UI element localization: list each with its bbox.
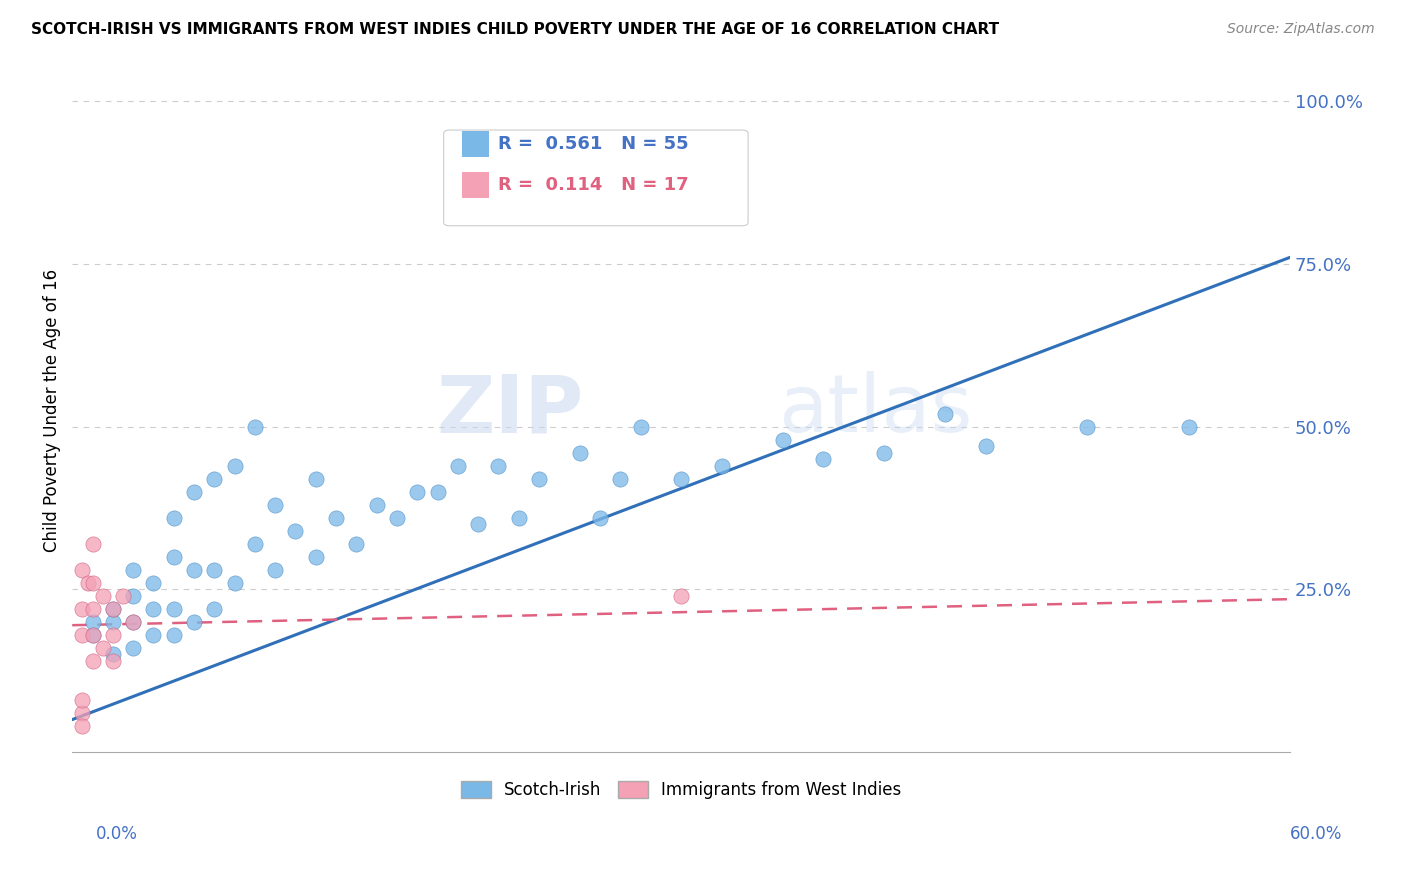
Point — [101, 628, 124, 642]
Point — [305, 472, 328, 486]
Point — [163, 602, 186, 616]
Point — [111, 589, 134, 603]
Point — [72, 563, 94, 577]
Point — [122, 589, 145, 603]
Text: 60.0%: 60.0% — [1291, 825, 1343, 843]
Point — [264, 563, 287, 577]
Text: atlas: atlas — [779, 371, 973, 450]
Point — [82, 602, 104, 616]
Point — [630, 419, 652, 434]
Point — [366, 498, 388, 512]
Point — [101, 602, 124, 616]
Point — [488, 458, 510, 473]
Point — [77, 575, 100, 590]
Point — [142, 628, 165, 642]
Point — [426, 484, 449, 499]
Text: R =  0.561   N = 55: R = 0.561 N = 55 — [499, 136, 689, 153]
Point — [183, 615, 205, 629]
Point — [934, 407, 956, 421]
Point — [82, 575, 104, 590]
Point — [142, 575, 165, 590]
Point — [82, 628, 104, 642]
Point — [669, 589, 692, 603]
Point — [72, 693, 94, 707]
Y-axis label: Child Poverty Under the Age of 16: Child Poverty Under the Age of 16 — [44, 268, 60, 552]
Point — [224, 575, 246, 590]
Point — [91, 640, 114, 655]
Point — [710, 458, 733, 473]
Point — [447, 458, 470, 473]
Point — [224, 458, 246, 473]
Point — [467, 517, 489, 532]
Point — [82, 537, 104, 551]
Point — [344, 537, 367, 551]
FancyBboxPatch shape — [463, 131, 489, 157]
Point — [82, 628, 104, 642]
Point — [243, 419, 266, 434]
Point — [508, 510, 530, 524]
Point — [1076, 419, 1098, 434]
Point — [142, 602, 165, 616]
Point — [873, 445, 896, 459]
Point — [183, 563, 205, 577]
Point — [568, 445, 591, 459]
Point — [101, 602, 124, 616]
Point — [183, 484, 205, 499]
Point — [72, 628, 94, 642]
Point — [305, 549, 328, 564]
Point — [82, 654, 104, 668]
Legend: Scotch-Irish, Immigrants from West Indies: Scotch-Irish, Immigrants from West Indie… — [454, 774, 908, 805]
Text: SCOTCH-IRISH VS IMMIGRANTS FROM WEST INDIES CHILD POVERTY UNDER THE AGE OF 16 CO: SCOTCH-IRISH VS IMMIGRANTS FROM WEST IND… — [31, 22, 1000, 37]
Text: Source: ZipAtlas.com: Source: ZipAtlas.com — [1227, 22, 1375, 37]
Point — [72, 602, 94, 616]
Point — [72, 719, 94, 733]
FancyBboxPatch shape — [444, 130, 748, 226]
Point — [82, 615, 104, 629]
Point — [243, 537, 266, 551]
Point — [325, 510, 347, 524]
Point — [101, 615, 124, 629]
Point — [202, 472, 225, 486]
Point — [202, 563, 225, 577]
Point — [264, 498, 287, 512]
Text: 0.0%: 0.0% — [96, 825, 138, 843]
Point — [163, 549, 186, 564]
Point — [589, 510, 612, 524]
Point — [101, 648, 124, 662]
Point — [163, 510, 186, 524]
Point — [406, 484, 429, 499]
Point — [163, 628, 186, 642]
Point — [974, 439, 997, 453]
Point — [772, 433, 794, 447]
Point — [122, 640, 145, 655]
FancyBboxPatch shape — [463, 172, 489, 198]
Point — [202, 602, 225, 616]
Point — [1177, 419, 1199, 434]
Point — [669, 472, 692, 486]
Text: ZIP: ZIP — [436, 371, 583, 450]
Point — [609, 472, 631, 486]
Point — [284, 524, 307, 538]
Point — [122, 563, 145, 577]
Point — [122, 615, 145, 629]
Point — [91, 589, 114, 603]
Point — [385, 510, 408, 524]
Point — [122, 615, 145, 629]
Point — [811, 452, 834, 467]
Point — [101, 654, 124, 668]
Text: R =  0.114   N = 17: R = 0.114 N = 17 — [499, 177, 689, 194]
Point — [527, 472, 550, 486]
Point — [72, 706, 94, 720]
